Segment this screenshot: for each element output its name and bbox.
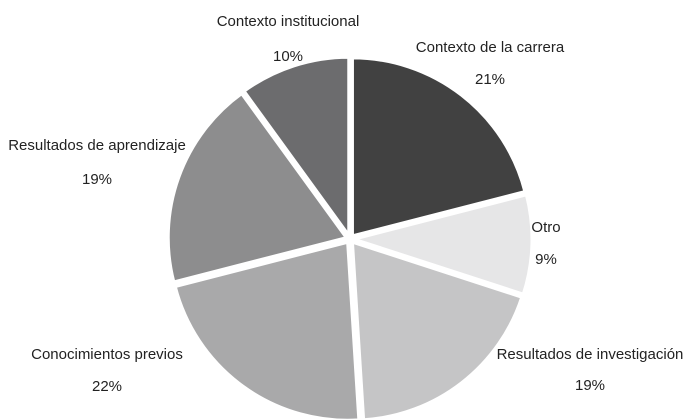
- pie-slice: [348, 193, 534, 297]
- slice-value-label: 10%: [273, 48, 303, 65]
- slice-label: Resultados de aprendizaje: [8, 137, 186, 154]
- pie-slice: [350, 240, 524, 419]
- pie-slice: [242, 55, 351, 240]
- slice-label: Contexto de la carrera: [416, 39, 565, 56]
- slice-value-label: 19%: [82, 171, 112, 188]
- slice-label: Otro: [531, 219, 560, 236]
- slice-label: Resultados de investigación: [497, 346, 684, 363]
- pie-slice: [173, 240, 361, 419]
- slice-value-label: 19%: [575, 377, 605, 394]
- slice-value-label: 9%: [535, 251, 557, 268]
- pie-slice: [166, 91, 349, 284]
- pie-slice: [350, 56, 527, 238]
- slice-value-label: 21%: [475, 71, 505, 88]
- slice-label: Conocimientos previos: [31, 346, 183, 363]
- slice-label: Contexto institucional: [217, 13, 360, 30]
- slice-value-label: 22%: [92, 378, 122, 395]
